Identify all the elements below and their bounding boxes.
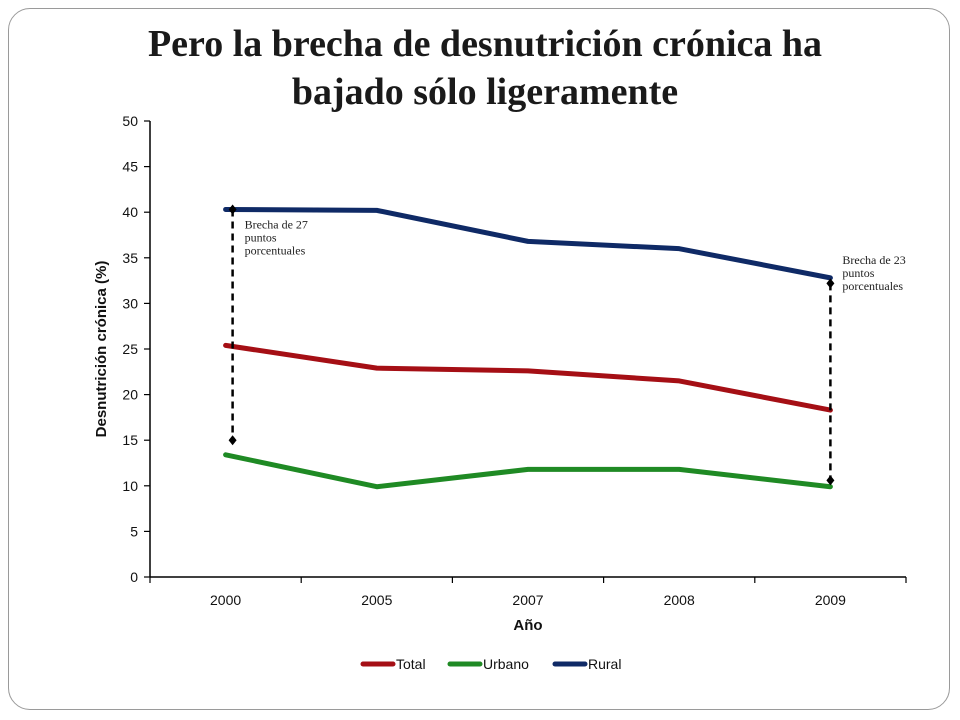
gap-annotation-text: Brecha de 27 xyxy=(245,218,308,232)
legend-label-rural: Rural xyxy=(588,656,621,672)
series-line-total xyxy=(223,342,833,413)
slide-frame xyxy=(8,8,950,710)
data-point-urbano xyxy=(677,467,681,471)
gap-annotation-text: puntos xyxy=(245,231,277,245)
y-tick-label: 25 xyxy=(122,341,138,357)
slide-title: Pero la brecha de desnutrición crónica h… xyxy=(60,20,910,116)
y-tick-label: 15 xyxy=(122,432,138,448)
y-tick-label: 40 xyxy=(122,204,138,220)
data-point-rural xyxy=(828,276,832,280)
gap-marker xyxy=(228,435,237,446)
x-tick-label: 2008 xyxy=(664,592,695,608)
data-point-total xyxy=(375,366,379,370)
data-point-total xyxy=(677,379,681,383)
gap-annotation-text: puntos xyxy=(842,266,874,280)
data-point-total xyxy=(224,343,228,347)
gap-marker xyxy=(826,278,835,289)
y-tick-label: 0 xyxy=(130,569,138,585)
legend-label-urbano: Urbano xyxy=(483,656,529,672)
gap-annotation-text: porcentuales xyxy=(245,244,306,258)
gap-marker xyxy=(228,204,237,215)
gap-annotation-text: porcentuales xyxy=(842,279,903,293)
y-axis-title: Desnutrición crónica (%) xyxy=(93,261,110,438)
x-tick-label: 2009 xyxy=(815,592,846,608)
gap-annotation-text: Brecha de 23 xyxy=(842,253,905,267)
data-point-urbano xyxy=(375,485,379,489)
y-tick-label: 45 xyxy=(122,159,138,175)
y-tick-label: 35 xyxy=(122,250,138,266)
data-point-urbano xyxy=(828,485,832,489)
data-point-rural xyxy=(375,208,379,212)
y-tick-label: 5 xyxy=(130,523,138,539)
data-point-urbano xyxy=(224,453,228,457)
title-line-1: Pero la brecha de desnutrición crónica h… xyxy=(147,23,823,65)
title-line-2: bajado sólo ligeramente xyxy=(291,71,679,113)
x-axis-title: Año xyxy=(513,617,542,634)
gap-marker xyxy=(826,475,835,486)
series-line-rural xyxy=(223,206,833,281)
data-point-rural xyxy=(526,239,530,243)
data-point-rural xyxy=(677,247,681,251)
data-point-rural xyxy=(224,207,228,211)
y-tick-label: 10 xyxy=(122,478,138,494)
y-tick-label: 50 xyxy=(122,113,138,129)
x-tick-label: 2005 xyxy=(361,592,392,608)
legend-label-total: Total xyxy=(396,656,426,672)
x-tick-label: 2007 xyxy=(512,592,543,608)
x-tick-label: 2000 xyxy=(210,592,241,608)
data-point-urbano xyxy=(526,467,530,471)
data-point-total xyxy=(526,369,530,373)
y-tick-label: 20 xyxy=(122,387,138,403)
y-tick-label: 30 xyxy=(122,295,138,311)
